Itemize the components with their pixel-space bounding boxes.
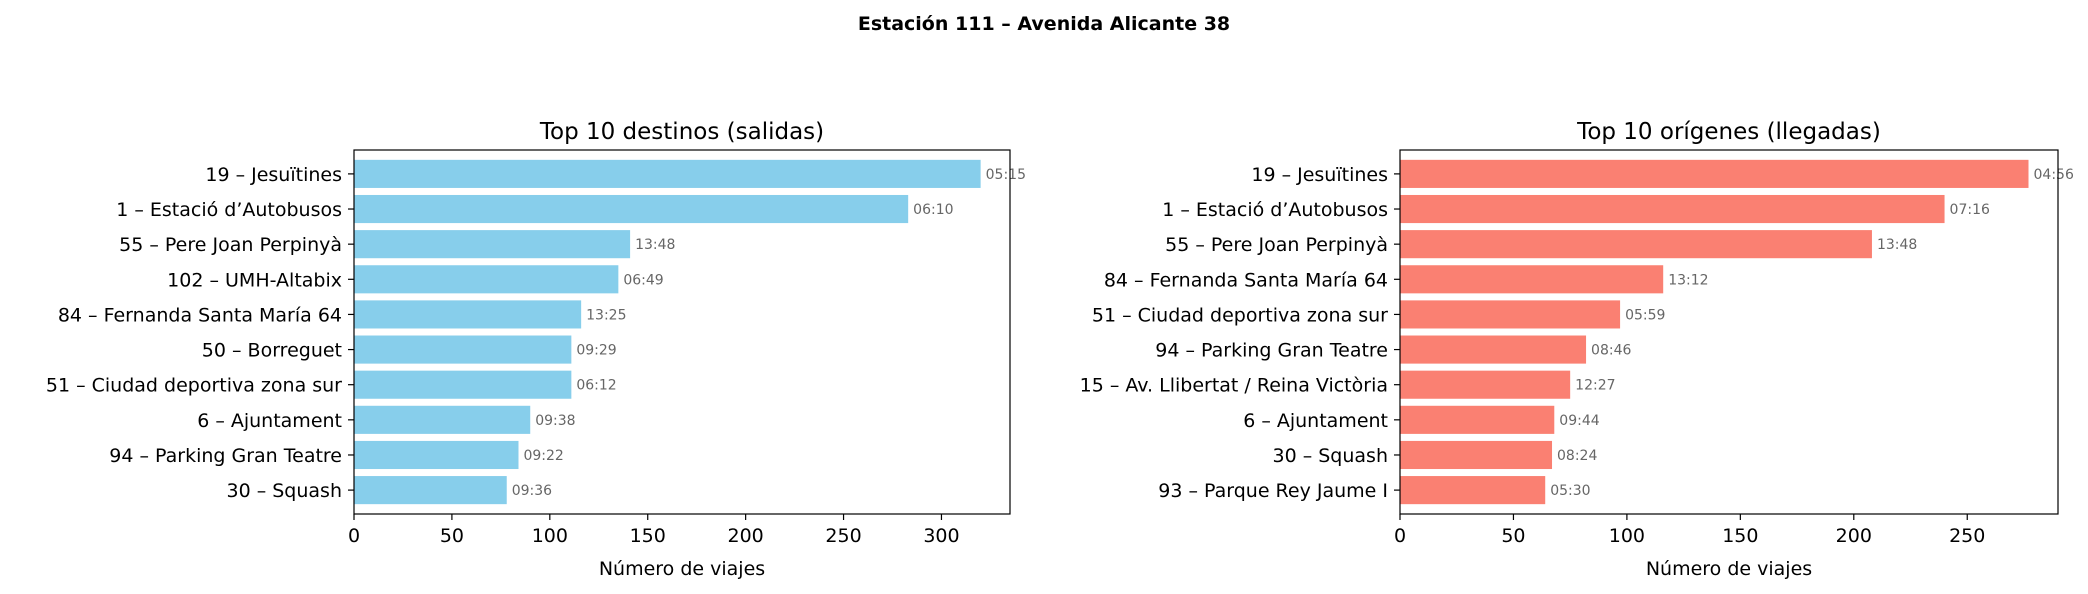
x-tick-label: 150 — [630, 525, 666, 547]
x-tick-label: 50 — [440, 525, 464, 547]
category-label: 50 – Borreguet — [202, 340, 342, 362]
bar — [354, 265, 619, 294]
category-label: 84 – Fernanda Santa María 64 — [58, 304, 342, 326]
data-label: 13:48 — [1877, 237, 1917, 253]
x-axis-label: Número de viajes — [1646, 558, 1812, 580]
data-label: 13:48 — [635, 237, 675, 253]
x-tick-label: 100 — [1609, 525, 1645, 547]
x-tick-label: 150 — [1722, 525, 1758, 547]
bar — [354, 230, 631, 259]
bar — [354, 370, 572, 399]
data-label: 13:25 — [586, 307, 626, 323]
category-label: 15 – Av. Llibertat / Reina Victòria — [1080, 375, 1388, 397]
bar — [1400, 370, 1571, 399]
data-label: 05:30 — [1550, 483, 1590, 499]
category-label: 93 – Parque Rey Jaume I — [1158, 480, 1388, 502]
bar — [1400, 265, 1664, 294]
category-label: 19 – Jesuïtines — [1251, 164, 1388, 186]
bar — [354, 194, 909, 224]
category-label: 19 – Jesuïtines — [205, 164, 342, 186]
category-label: 94 – Parking Gran Teatre — [109, 445, 342, 467]
x-tick-label: 200 — [1836, 525, 1872, 547]
bar — [1400, 405, 1555, 434]
data-label: 06:10 — [913, 202, 953, 218]
chart-title: Top 10 orígenes (llegadas) — [1576, 119, 1881, 145]
bar — [1400, 440, 1553, 470]
category-label: 94 – Parking Gran Teatre — [1155, 340, 1388, 362]
category-label: 6 – Ajuntament — [1243, 410, 1388, 432]
bar — [354, 335, 572, 364]
bar — [1400, 300, 1621, 329]
data-label: 09:22 — [523, 448, 563, 464]
x-tick-label: 250 — [1949, 525, 1985, 547]
category-label: 30 – Squash — [226, 480, 342, 502]
data-label: 06:49 — [623, 272, 663, 288]
data-label: 08:46 — [1591, 343, 1631, 359]
chart-panel-origenes: Top 10 orígenes (llegadas) 19 – Jesuïtine… — [1080, 119, 2074, 580]
data-label: 09:38 — [535, 413, 575, 429]
category-label: 55 – Pere Joan Perpinyà — [119, 234, 342, 256]
bar — [354, 405, 531, 434]
category-label: 102 – UMH-Altabix — [167, 269, 342, 291]
x-tick-label: 300 — [923, 525, 959, 547]
chart-panel-destinos: Top 10 destinos (salidas) 19 – Jesuïtines… — [46, 119, 1026, 580]
data-label: 13:12 — [1668, 272, 1708, 288]
data-label: 12:27 — [1575, 378, 1615, 394]
category-label: 51 – Ciudad deportiva zona sur — [46, 375, 342, 397]
data-label: 05:59 — [1625, 307, 1665, 323]
data-label: 08:24 — [1557, 448, 1597, 464]
category-label: 84 – Fernanda Santa María 64 — [1104, 269, 1388, 291]
bar — [1400, 159, 2029, 188]
category-label: 51 – Ciudad deportiva zona sur — [1092, 304, 1388, 326]
bar — [1400, 476, 1546, 505]
data-label: 05:15 — [986, 167, 1026, 183]
bar — [354, 300, 582, 329]
axes-frame — [1399, 149, 2059, 515]
figure-suptitle: Estación 111 – Avenida Alicante 38 — [858, 13, 1230, 35]
category-label: 55 – Pere Joan Perpinyà — [1165, 234, 1388, 256]
x-tick-label: 0 — [1394, 525, 1406, 547]
bar — [1400, 230, 1872, 259]
bar — [354, 476, 507, 505]
category-label: 30 – Squash — [1272, 445, 1388, 467]
bar — [354, 440, 519, 470]
data-label: 09:36 — [512, 483, 552, 499]
x-axis-label: Número de viajes — [599, 558, 765, 580]
chart-title: Top 10 destinos (salidas) — [539, 119, 824, 145]
data-label: 06:12 — [576, 378, 616, 394]
category-label: 1 – Estació d’Autobusos — [116, 199, 342, 221]
data-label: 07:16 — [1950, 202, 1990, 218]
data-label: 09:29 — [576, 343, 616, 359]
bar — [354, 159, 981, 188]
x-tick-label: 100 — [532, 525, 568, 547]
data-label: 04:56 — [2034, 167, 2074, 183]
bar — [1400, 335, 1587, 364]
axes-frame — [353, 149, 1011, 515]
x-tick-label: 250 — [825, 525, 861, 547]
x-tick-label: 0 — [348, 525, 360, 547]
x-tick-label: 50 — [1501, 525, 1525, 547]
x-tick-label: 200 — [728, 525, 764, 547]
data-label: 09:44 — [1559, 413, 1599, 429]
bar — [1400, 194, 1945, 224]
category-label: 1 – Estació d’Autobusos — [1162, 199, 1388, 221]
category-label: 6 – Ajuntament — [197, 410, 342, 432]
